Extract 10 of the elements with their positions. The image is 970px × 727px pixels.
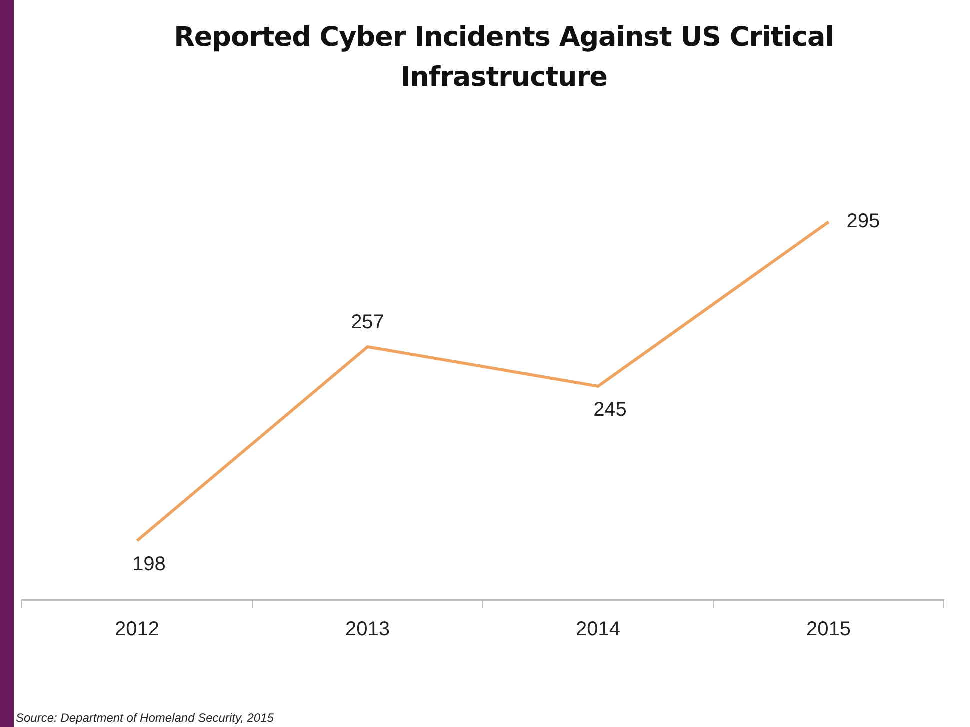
x-tick-label: 2012	[115, 618, 160, 641]
x-tick-label: 2015	[806, 618, 851, 641]
source-note: Source: Department of Homeland Security, 2015	[16, 711, 274, 725]
data-label: 198	[132, 553, 166, 576]
data-label: 245	[594, 398, 627, 421]
chart-title: Reported Cyber Incidents Against US Critical Infrastructure	[173, 21, 835, 95]
data-label: 295	[846, 210, 880, 233]
x-tick-label: 2014	[576, 618, 620, 641]
data-label: 257	[351, 312, 384, 334]
x-tick-label: 2013	[346, 618, 390, 641]
